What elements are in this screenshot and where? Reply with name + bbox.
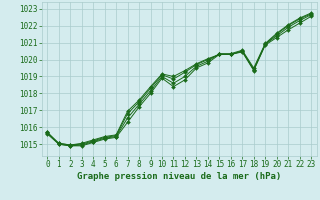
X-axis label: Graphe pression niveau de la mer (hPa): Graphe pression niveau de la mer (hPa): [77, 172, 281, 181]
